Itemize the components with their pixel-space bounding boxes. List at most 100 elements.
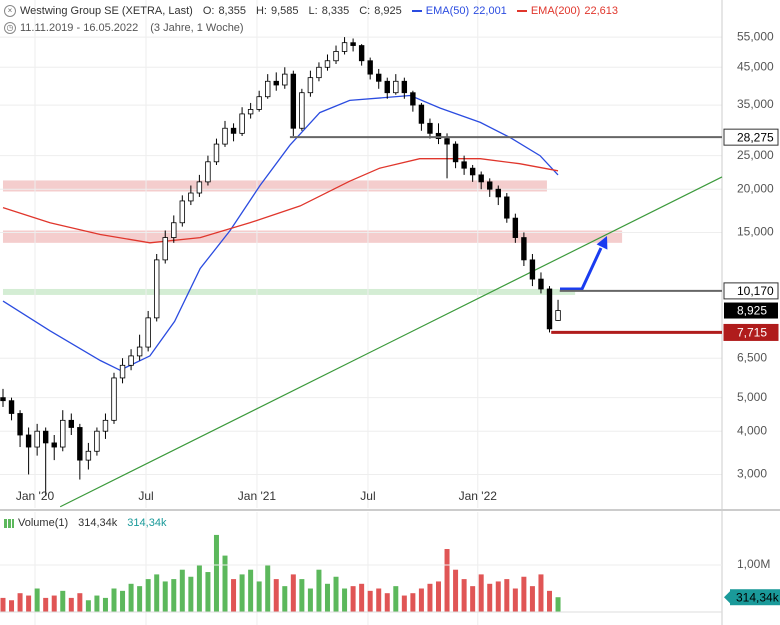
volume-bar [384, 593, 390, 612]
candle-body [478, 174, 484, 183]
candle-body [418, 104, 425, 124]
candle-body [452, 143, 459, 163]
volume-bar [359, 583, 365, 612]
volume-bar [239, 574, 245, 612]
candle-body [384, 80, 390, 94]
volume-bar [401, 595, 407, 612]
zone [2, 230, 623, 243]
volume-bar [538, 574, 544, 612]
quote-value: 8,355 [218, 5, 246, 17]
volume-bar [94, 595, 100, 612]
candle-body [333, 51, 339, 62]
candle-body [435, 132, 442, 140]
candle-body [401, 80, 408, 94]
y-tick-label: 20,000 [737, 181, 774, 195]
legend-swatch [411, 10, 422, 12]
candle-body [77, 427, 83, 461]
volume-bar [196, 565, 202, 612]
x-tick-label: Jul [360, 489, 375, 503]
volume-label-box [730, 589, 780, 606]
y-tick-label: 15,000 [737, 225, 774, 239]
x-tick-label: Jan '20 [16, 489, 55, 503]
candle-body [282, 73, 288, 86]
volume-bar [461, 579, 467, 612]
candle-body [495, 188, 501, 198]
volume-bar [435, 581, 441, 612]
candle-body [162, 237, 168, 261]
candle-body [111, 377, 117, 421]
icon: ◷ [4, 22, 16, 34]
candle-body [179, 200, 186, 224]
candle-body [94, 430, 100, 452]
y-tick-label: 6,500 [737, 350, 767, 364]
y-tick-label: 3,000 [737, 467, 767, 481]
candle-body [521, 237, 527, 261]
volume-bar [43, 597, 49, 612]
candle-body [341, 42, 348, 52]
candle-body [290, 73, 297, 129]
candle-body [25, 434, 32, 448]
volume-bar [51, 595, 57, 612]
quote-label: L: [308, 5, 318, 17]
candle-body [8, 400, 15, 414]
volume-bar [60, 590, 66, 612]
candle-body [247, 109, 254, 115]
volume-bar [342, 588, 348, 612]
volume-bar [427, 583, 433, 612]
candle-body [393, 80, 399, 94]
volume-bar [68, 597, 74, 612]
volume-bar [34, 588, 40, 612]
candle-body [171, 222, 177, 238]
candle-body [51, 442, 57, 448]
volume-bar [410, 593, 416, 612]
candle-body [367, 60, 373, 75]
volume-bar [26, 595, 32, 612]
quote-label: O: [202, 5, 215, 17]
volume-bar [17, 593, 23, 612]
volume-bar [555, 597, 561, 612]
quote-value: 8,925 [374, 5, 402, 17]
candle-body [512, 217, 519, 238]
legend-swatch [516, 10, 527, 12]
quote-value: 8,335 [321, 5, 350, 17]
zone [2, 180, 547, 192]
volume-value: 314,34k [127, 517, 167, 529]
candle-body [119, 364, 126, 379]
legend-value: 22,613 [584, 5, 618, 17]
volume-bar [179, 569, 185, 612]
volume-bar [222, 555, 228, 612]
candle-body [34, 430, 40, 448]
candle-body [60, 419, 66, 448]
candle-body [324, 60, 331, 68]
level-label: 28,275 [737, 130, 774, 144]
candle-body [85, 450, 92, 461]
volume-bar [120, 590, 126, 612]
volume-bar [478, 574, 484, 612]
volume-bar [470, 586, 476, 612]
volume-value: 314,34k [78, 517, 118, 529]
volume-bar [0, 597, 6, 612]
volume-bar [154, 574, 160, 612]
quote-label: C: [359, 5, 371, 17]
y-tick-label: 45,000 [737, 59, 774, 73]
volume-bar [529, 586, 535, 612]
volume-bar [376, 588, 382, 612]
volume-header: Volume(1) 314,34k 314,34k [4, 517, 166, 529]
volume-bar [9, 600, 15, 612]
candle-body [504, 196, 510, 219]
volume-bar [512, 588, 518, 612]
trendline [59, 176, 723, 508]
candle-body [136, 346, 143, 357]
volume-bar [77, 593, 83, 612]
level-label: 10,170 [737, 284, 774, 298]
icon: × [4, 5, 16, 17]
y-tick-label: 35,000 [737, 97, 774, 111]
annotation-arrowhead [596, 236, 608, 250]
level-label-box [723, 282, 779, 300]
price-label-box [724, 302, 778, 319]
price-label: 8,925 [737, 304, 767, 318]
volume-label: 314,34k [736, 590, 780, 604]
candle-body [299, 92, 305, 129]
volume-bar [188, 576, 194, 612]
